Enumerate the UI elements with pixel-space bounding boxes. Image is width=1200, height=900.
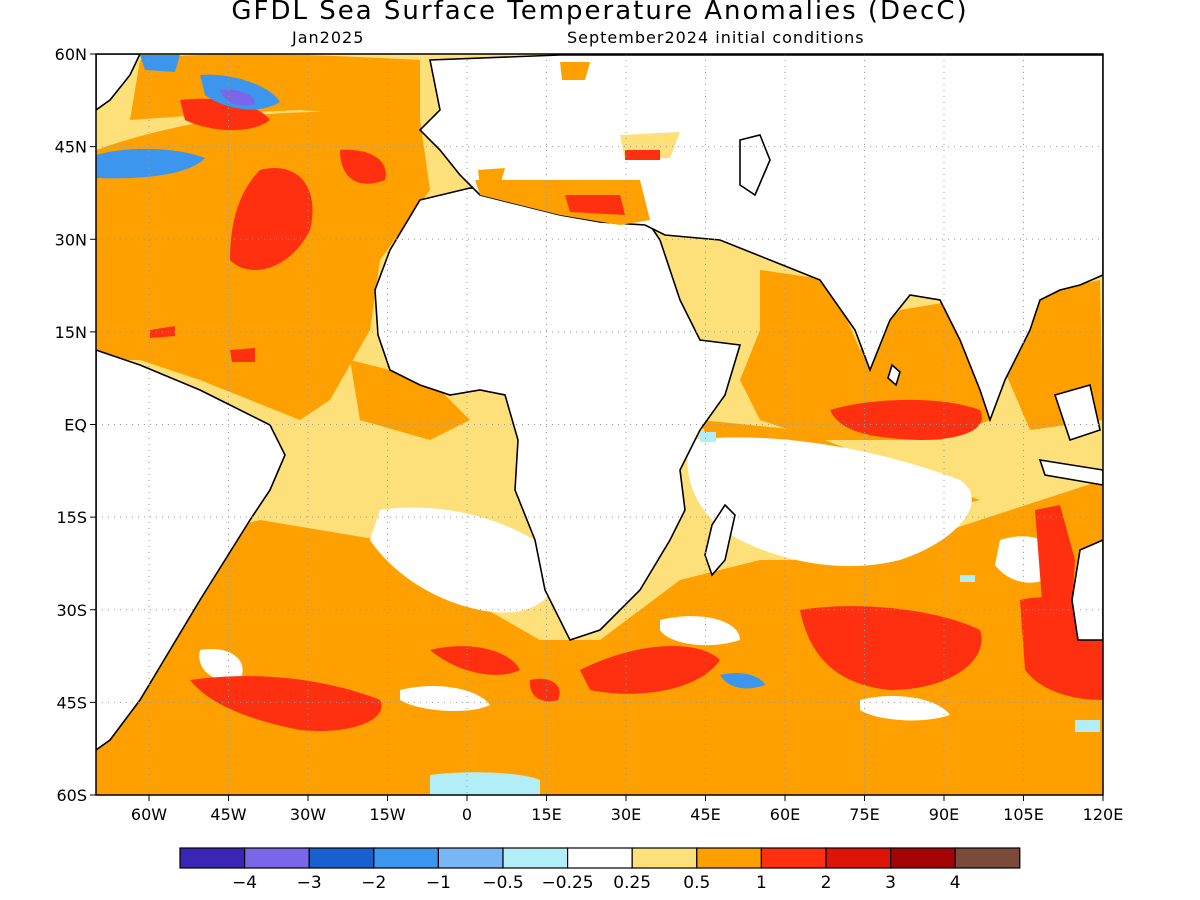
lat-tick-label: 60S [56,786,87,805]
colorbar-swatch [696,847,762,869]
colorbar-swatch [889,847,956,869]
lat-tick-label: 45N [55,138,87,157]
lon-tick-label: 30W [290,805,326,824]
colorbar-label: −1 [426,873,451,893]
map-title: GFDL Sea Surface Temperature Anomalies (… [231,0,969,26]
colorbar-label: −4 [232,873,257,893]
colorbar-label: 0.25 [613,873,651,893]
lat-tick-label: 30N [55,230,87,249]
colorbar-label: 1 [756,873,767,893]
colorbar-swatch [566,847,633,869]
colorbar-swatch [244,847,310,869]
colorbar-label: 0.5 [683,873,710,893]
colorbar-label: 4 [950,873,961,893]
lat-tick-label: 15N [55,323,87,342]
lon-tick-label: 0 [462,805,472,824]
lon-tick-label: 45E [690,805,720,824]
caspian-sea [739,134,771,197]
colorbar: −4 −3 −2 −1 −0.5 −0.25 0.25 0.5 1 2 3 4 [179,847,1021,893]
colorbar-label: −3 [297,873,322,893]
lon-tick-label: 15E [531,805,561,824]
lon-tick-label: 75E [849,805,879,824]
anomaly-near-zero-regions [199,437,1060,721]
anomaly-cold-patches [96,55,1100,795]
lon-tick-label: 30E [611,805,641,824]
colorbar-swatch [179,847,246,869]
africa-landmass [374,187,742,641]
colorbar-swatch [760,847,827,869]
colorbar-swatch [954,847,1021,869]
lon-tick-label: 45W [210,805,246,824]
lon-tick-label: 60W [131,805,167,824]
indonesia-landmass [1038,459,1103,486]
lon-tick-label: 105E [1003,805,1044,824]
colorbar-swatch [825,847,892,869]
lon-tick-label: 60E [770,805,800,824]
australia-landmass [1071,539,1103,641]
colorbar-swatch [373,847,439,869]
colorbar-swatch [308,847,375,869]
south-america-landmass [96,349,286,751]
sri-lanka-landmass [887,363,901,387]
lon-tick-label: 15W [369,805,405,824]
colorbar-label: −0.25 [542,873,594,893]
land-masses [96,54,1103,751]
lat-tick-label: 45S [56,693,87,712]
madagascar-landmass [704,503,736,577]
lon-tick-label: 90E [929,805,959,824]
colorbar-swatch [437,847,504,869]
anomaly-field [96,54,1103,795]
lat-tick-label: 60N [55,45,87,64]
lat-tick-label: 15S [56,508,87,527]
forecast-month-label: Jan2025 [292,28,365,47]
colorbar-label: 2 [821,873,832,893]
lon-tick-label: 120E [1083,805,1124,824]
lat-tick-label: 30S [56,601,87,620]
borneo-landmass [1053,383,1101,442]
colorbar-label: −0.5 [482,873,523,893]
initial-conditions-label: September2024 initial conditions [567,28,865,47]
colorbar-swatch [631,847,698,869]
colorbar-swatch [502,847,569,869]
colorbar-label: −2 [361,873,386,893]
mediterranean-anomalies [475,62,680,225]
latitude-axis: 60N 45N 30N 15N EQ 15S 30S 45S 60S [55,45,96,805]
lat-tick-label: EQ [64,416,87,435]
north-america-landmass [96,54,141,111]
longitude-axis: 60W 45W 30W 15W 0 15E 30E 45E 60E 75E 90E 105E 120E [131,795,1123,824]
colorbar-label: 3 [885,873,896,893]
